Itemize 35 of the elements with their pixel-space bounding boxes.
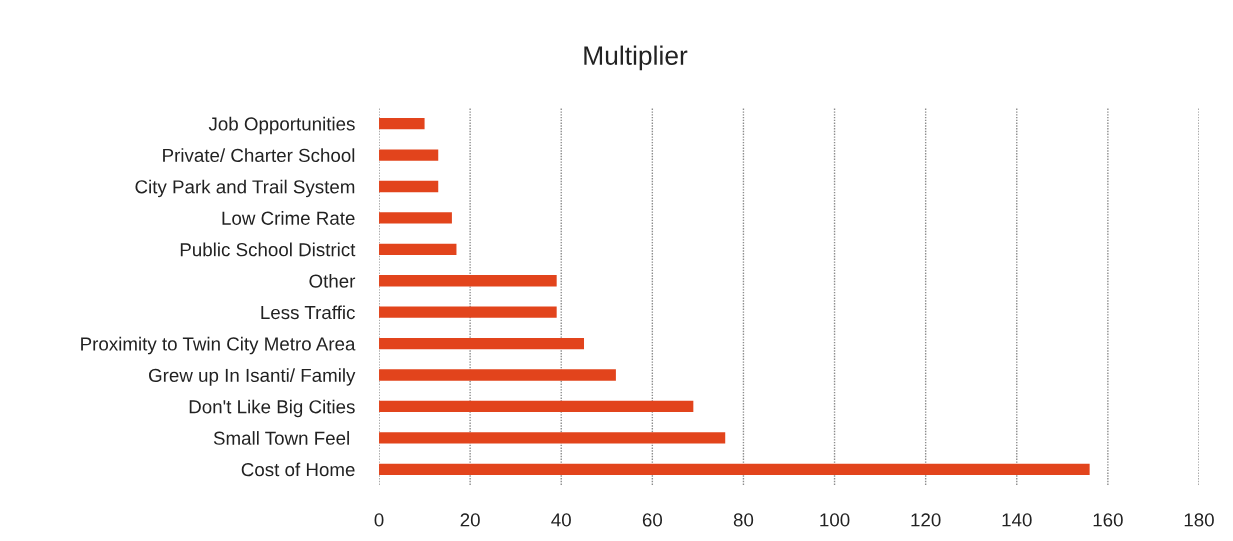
bar — [379, 212, 452, 224]
x-tick-label: 20 — [460, 513, 480, 527]
x-tick-label: 180 — [1184, 513, 1214, 527]
bar — [379, 432, 726, 444]
x-tick-label: 160 — [1093, 513, 1123, 527]
bar — [379, 369, 616, 381]
bar — [379, 337, 585, 350]
x-tick-label: 40 — [551, 513, 571, 527]
y-tick-label: Grew up In Isanti/ Family — [149, 368, 356, 386]
x-tick-label: 120 — [911, 513, 941, 527]
chart-title: Multiplier — [584, 45, 688, 71]
y-tick-label: Proximity to Twin City Metro Area — [81, 336, 356, 355]
x-tick-label: 100 — [820, 513, 850, 527]
y-tick-label: Private/ Charter School — [163, 148, 355, 163]
y-tick-label: Public School District — [180, 242, 356, 257]
bar — [379, 463, 1090, 475]
bar — [379, 306, 557, 318]
x-tick-label: 140 — [1002, 513, 1032, 527]
bar — [379, 149, 439, 161]
bar — [379, 243, 457, 255]
y-tick-label: City Park and Trail System — [135, 179, 355, 198]
x-tick-label: 80 — [733, 513, 754, 527]
y-tick-label: Don't Like Big Cities — [189, 399, 355, 418]
x-tick-label: 0 — [374, 513, 384, 527]
y-tick-label: Job Opportunities — [208, 116, 355, 135]
y-tick-label: Low Crime Rate — [222, 211, 355, 225]
y-tick-label: Small Town Feel — [213, 431, 349, 445]
y-tick-label: Less Traffic — [261, 305, 355, 320]
x-tick-label: 60 — [642, 513, 663, 527]
bar — [379, 180, 439, 193]
bar — [379, 400, 694, 413]
bar — [379, 117, 425, 130]
bar — [379, 275, 557, 287]
y-tick-label: Cost of Home — [241, 462, 355, 477]
y-tick-label: Other — [309, 273, 356, 288]
